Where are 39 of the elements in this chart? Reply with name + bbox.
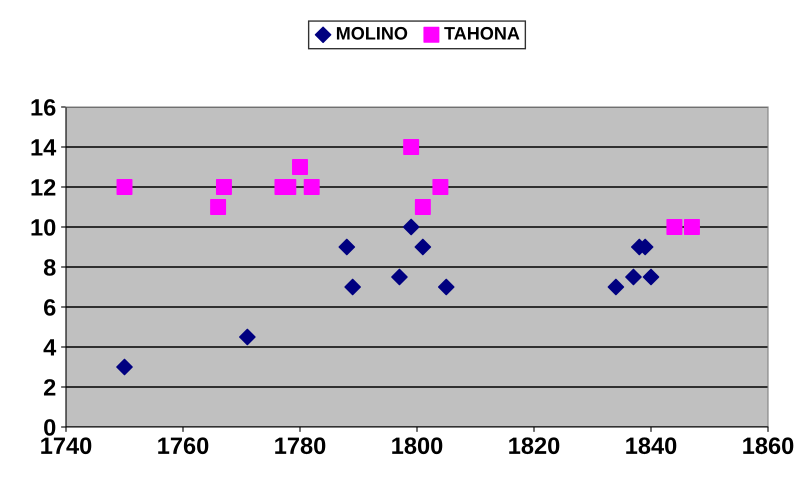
y-tick-label: 8 bbox=[44, 259, 56, 276]
legend-label: TAHONA bbox=[444, 26, 520, 40]
point bbox=[292, 159, 308, 175]
point bbox=[338, 238, 356, 256]
y-tick-label: 2 bbox=[44, 379, 56, 396]
y-tick-label: 16 bbox=[32, 99, 56, 116]
x-tick-label: 1860 bbox=[743, 437, 794, 454]
point bbox=[239, 328, 256, 346]
y-tick-label: 12 bbox=[32, 179, 56, 196]
point bbox=[403, 139, 420, 155]
y-tick-label: 4 bbox=[44, 339, 56, 356]
y-tick-label: 6 bbox=[44, 299, 56, 316]
x-tick-label: 1800 bbox=[392, 437, 442, 454]
x-tick-label: 1820 bbox=[509, 437, 560, 454]
point bbox=[116, 179, 132, 195]
point bbox=[414, 238, 432, 256]
point bbox=[304, 179, 320, 195]
point bbox=[414, 199, 431, 215]
x-tick-label: 1840 bbox=[626, 437, 676, 454]
x-tick-label: 1760 bbox=[158, 437, 208, 454]
y-tick-label: 14 bbox=[32, 139, 56, 156]
point bbox=[666, 219, 682, 235]
point bbox=[625, 268, 642, 286]
point bbox=[684, 219, 700, 235]
y-tick-label: 10 bbox=[32, 219, 56, 236]
x-tick-label: 1740 bbox=[41, 437, 92, 454]
point bbox=[432, 179, 448, 195]
point bbox=[344, 278, 361, 296]
point bbox=[402, 218, 420, 236]
point bbox=[391, 268, 408, 286]
y-tick-label: 0 bbox=[44, 419, 56, 436]
point bbox=[210, 199, 226, 215]
point bbox=[216, 179, 232, 195]
x-tick-label: 1780 bbox=[275, 437, 326, 454]
legend-label: MOLINO bbox=[336, 26, 408, 40]
point bbox=[642, 268, 660, 286]
point bbox=[608, 278, 624, 296]
point bbox=[116, 358, 133, 376]
point bbox=[438, 278, 455, 296]
